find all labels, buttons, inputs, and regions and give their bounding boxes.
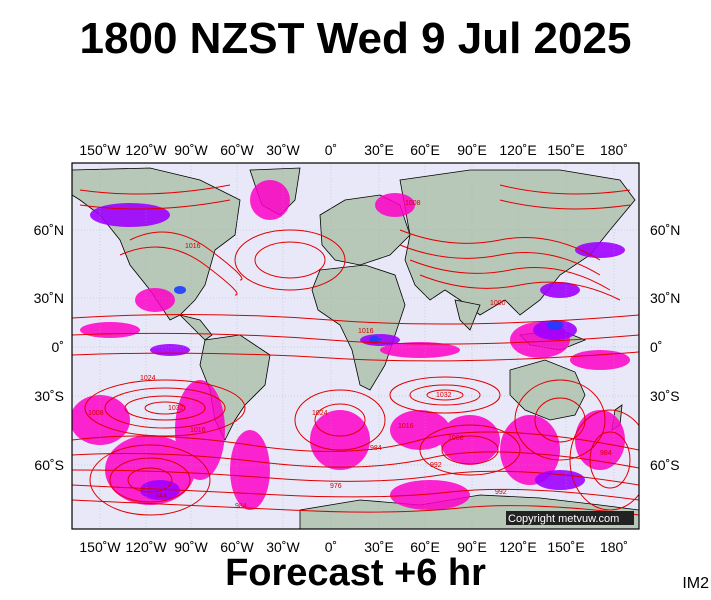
lat-tick-label: 30˚S — [650, 388, 680, 404]
lon-tick-label: 0˚ — [325, 142, 337, 158]
lat-tick-label: 0˚ — [650, 339, 662, 355]
lon-ticks-top: 150˚W 120˚W 90˚W 60˚W 30˚W 0˚ 30˚E 60˚E … — [79, 142, 628, 158]
lon-tick-label: 90˚E — [457, 142, 487, 158]
lon-tick-label: 120˚E — [499, 539, 536, 555]
isobar-label: 984 — [370, 445, 382, 452]
product-code: IM2 — [682, 575, 709, 592]
isobar-label: 1024 — [140, 375, 156, 382]
isobar-label: 992 — [430, 462, 442, 469]
lon-tick-label: 90˚E — [457, 539, 487, 555]
lon-tick-label: 60˚W — [220, 539, 254, 555]
isobar-label: 1016 — [358, 328, 374, 335]
lon-tick-label: 180˚ — [600, 539, 628, 555]
lon-tick-label: 180˚ — [600, 142, 628, 158]
lon-tick-label: 120˚E — [499, 142, 536, 158]
isobar-label: 984 — [600, 450, 612, 457]
isobars — [72, 184, 639, 516]
lat-tick-label: 30˚N — [34, 290, 64, 306]
isobar-label: 1016 — [185, 243, 201, 250]
lat-tick-label: 60˚N — [650, 222, 680, 238]
map-frame — [71, 162, 640, 530]
lon-tick-label: 60˚E — [410, 142, 440, 158]
isobar-label: 1032 — [436, 392, 452, 399]
lat-tick-label: 60˚N — [34, 222, 64, 238]
lat-ticks-right: 60˚N 30˚N 0˚ 30˚S 60˚S — [650, 222, 680, 473]
graticule — [72, 163, 639, 529]
isobar-label: 1024 — [312, 410, 328, 417]
isobar-label: 1032 — [168, 405, 184, 412]
isobar-label: 1008 — [448, 435, 464, 442]
isobar-labels: 1016 1008 1024 1032 1016 1024 1016 1008 … — [88, 200, 612, 510]
isobar-label: 992 — [495, 489, 507, 496]
isobar-label: 944 — [155, 493, 167, 500]
copyright-box — [506, 511, 634, 525]
isobar-label: 1008 — [88, 410, 104, 417]
isobar-label: 976 — [330, 483, 342, 490]
lon-tick-label: 150˚E — [547, 142, 584, 158]
lon-tick-label: 30˚W — [266, 142, 300, 158]
lon-tick-label: 150˚W — [79, 142, 121, 158]
lon-tick-label: 30˚E — [364, 142, 394, 158]
lon-tick-label: 90˚W — [174, 539, 208, 555]
lat-tick-label: 30˚S — [34, 388, 64, 404]
lon-ticks-bottom: 150˚W 120˚W 90˚W 60˚W 30˚W 0˚ 30˚E 60˚E … — [79, 539, 628, 555]
lon-tick-label: 120˚W — [125, 539, 167, 555]
isobar-label: 1000 — [490, 300, 506, 307]
lat-tick-label: 60˚S — [34, 457, 64, 473]
map-title: 1800 NZST Wed 9 Jul 2025 — [79, 14, 632, 63]
lat-tick-label: 30˚N — [650, 290, 680, 306]
isobar-label: 984 — [235, 503, 247, 510]
forecast-label: Forecast +6 hr — [225, 552, 486, 594]
lon-tick-label: 150˚E — [547, 539, 584, 555]
lon-tick-label: 150˚W — [79, 539, 121, 555]
lat-ticks-left: 60˚N 30˚N 0˚ 30˚S 60˚S — [34, 222, 64, 473]
lon-tick-label: 60˚E — [410, 539, 440, 555]
isobar-label: 1008 — [405, 200, 421, 207]
isobar-label: 1016 — [190, 427, 206, 434]
lat-tick-label: 0˚ — [52, 339, 64, 355]
isobar-label: 1016 — [398, 423, 414, 430]
lat-tick-label: 60˚S — [650, 457, 680, 473]
land-masses — [72, 167, 639, 529]
lon-tick-label: 60˚W — [220, 142, 254, 158]
lon-tick-label: 30˚E — [364, 539, 394, 555]
lon-tick-label: 120˚W — [125, 142, 167, 158]
copyright-text: Copyright metvuw.com — [508, 513, 619, 525]
lon-tick-label: 0˚ — [325, 539, 337, 555]
lon-tick-label: 30˚W — [266, 539, 300, 555]
lon-tick-label: 90˚W — [174, 142, 208, 158]
